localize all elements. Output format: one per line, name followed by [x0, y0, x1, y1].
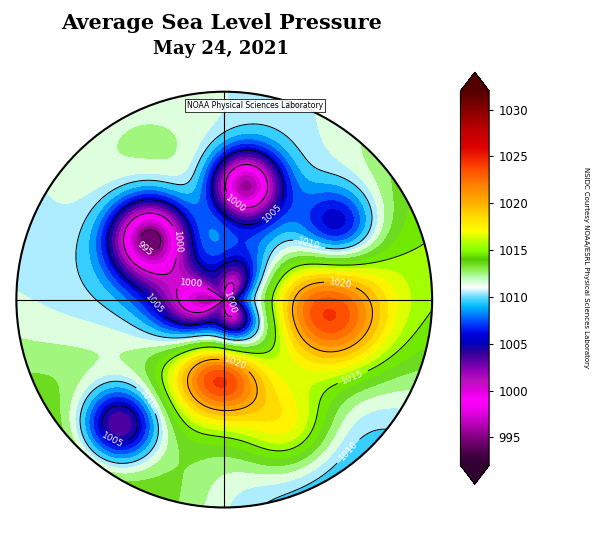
- Text: 1000: 1000: [222, 291, 238, 316]
- Text: May 24, 2021: May 24, 2021: [153, 40, 289, 58]
- Text: 1000: 1000: [224, 194, 248, 215]
- PathPatch shape: [460, 465, 489, 484]
- Text: 1000: 1000: [179, 278, 203, 289]
- PathPatch shape: [460, 72, 489, 91]
- Text: 1015: 1015: [341, 369, 365, 386]
- Text: NOAA Physical Sciences Laboratory: NOAA Physical Sciences Laboratory: [187, 101, 323, 110]
- Text: Average Sea Level Pressure: Average Sea Level Pressure: [61, 13, 382, 33]
- Text: 1005: 1005: [261, 202, 283, 225]
- Text: 1000: 1000: [172, 230, 183, 254]
- Text: 1020: 1020: [223, 355, 248, 372]
- Text: 995: 995: [135, 240, 154, 258]
- Text: 1010: 1010: [297, 236, 322, 251]
- Text: NSIDC Courtesy NOAA/ESRL Physical Sciences Laboratory: NSIDC Courtesy NOAA/ESRL Physical Scienc…: [583, 167, 589, 368]
- Text: 1010: 1010: [138, 387, 158, 411]
- Text: 1020: 1020: [328, 277, 352, 289]
- Text: 1005: 1005: [100, 430, 124, 449]
- Text: 1005: 1005: [143, 292, 165, 316]
- Text: 1010: 1010: [337, 440, 359, 463]
